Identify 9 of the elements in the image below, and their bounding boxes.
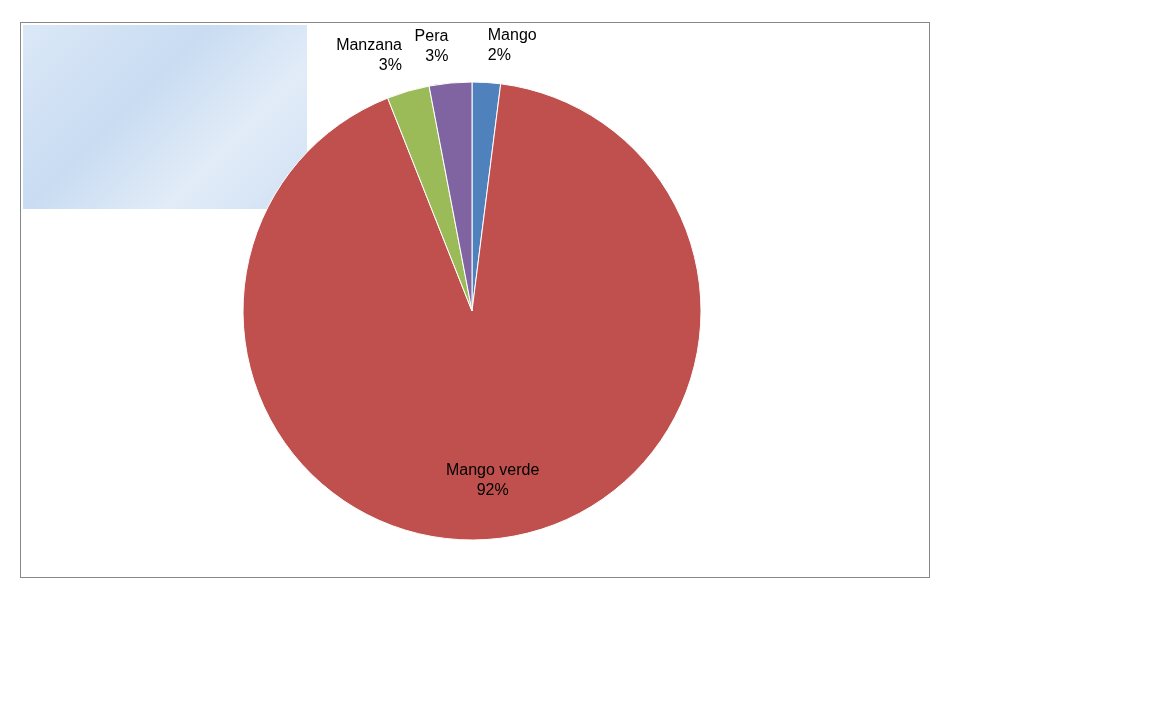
data-label: 3% — [425, 47, 449, 65]
slice-label: Mango — [487, 26, 537, 44]
data-label: 2% — [487, 46, 511, 64]
pie-slice — [242, 83, 702, 541]
slice-label: Mango verde — [445, 460, 540, 478]
slice-label: Manzana — [336, 35, 403, 53]
data-label: 92% — [476, 480, 509, 498]
data-label: 3% — [378, 55, 402, 73]
slice-label: Pera — [414, 27, 449, 45]
